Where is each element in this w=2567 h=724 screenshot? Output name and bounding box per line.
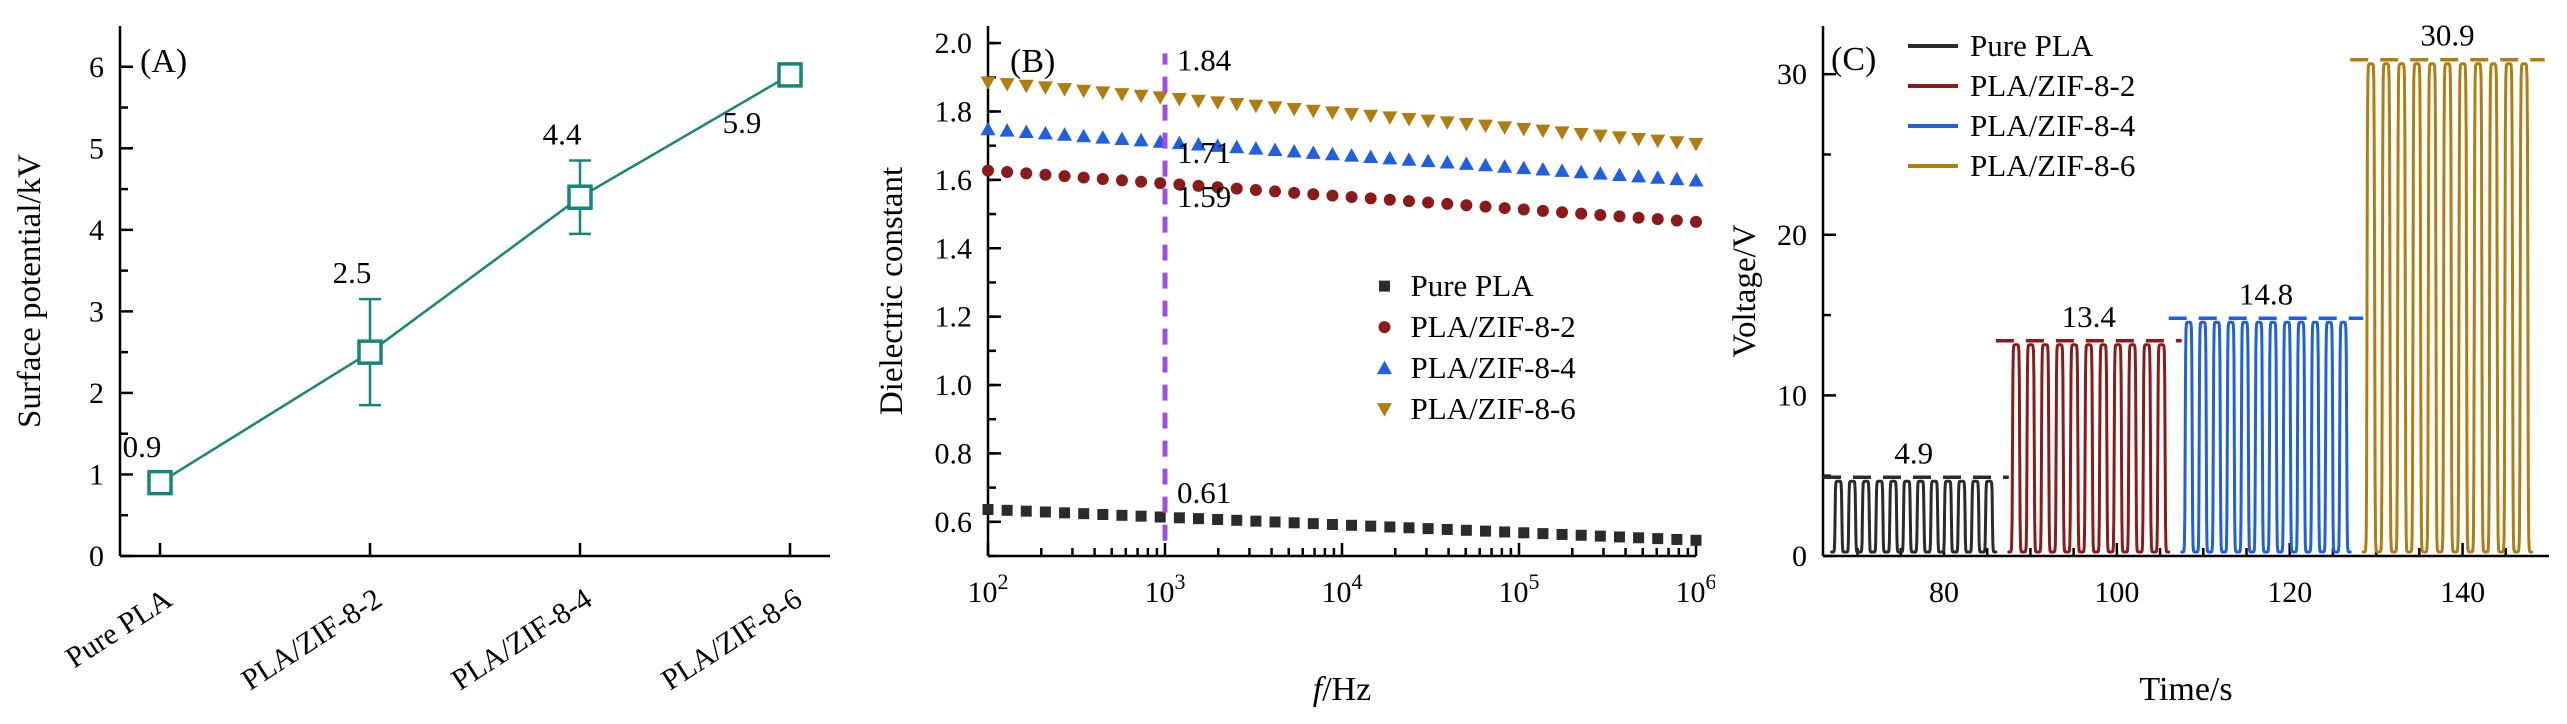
svg-text:(C): (C): [1831, 41, 1876, 78]
svg-text:0.8: 0.8: [935, 437, 973, 470]
panel-b-dielectric-constant: 0.6 0.8 1.0 1.2 1.4 1.6 1.8 2.0 102 103 104 105 106 f…: [860, 0, 1715, 724]
svg-text:10: 10: [1777, 379, 1807, 412]
svg-text:PLA/ZIF-8-2: PLA/ZIF-8-2: [1970, 68, 2135, 103]
svg-text:140: 140: [2440, 576, 2485, 609]
svg-text:80: 80: [1929, 576, 1959, 609]
svg-text:(A): (A): [140, 43, 187, 80]
legend: Pure PLA PLA/ZIF-8-2 PLA/ZIF-8-4 PLA/ZIF-8-…: [1376, 268, 1576, 426]
svg-text:4.4: 4.4: [543, 117, 582, 152]
svg-text:106: 106: [1676, 569, 1716, 609]
burst-pla-zif-8-4: [2168, 316, 2364, 554]
svg-text:6: 6: [89, 51, 104, 84]
svg-text:30.9: 30.9: [2420, 18, 2474, 53]
svg-text:f/Hz: f/Hz: [1313, 671, 1372, 708]
svg-text:Surface potential/kV: Surface potential/kV: [12, 154, 48, 428]
axes: [986, 26, 1698, 558]
panel-a-surface-potential: 0 1 2 3 4 5 6 Pure PLA PLA/ZIF-8-2 PLA/ZIF-8-4 PLA…: [0, 0, 860, 724]
svg-text:Pure PLA: Pure PLA: [1410, 268, 1534, 303]
svg-text:1.8: 1.8: [935, 95, 973, 128]
svg-text:1.0: 1.0: [935, 369, 973, 402]
svg-text:2.0: 2.0: [935, 27, 973, 60]
svg-text:3: 3: [89, 295, 104, 328]
svg-text:14.8: 14.8: [2239, 276, 2293, 311]
svg-text:102: 102: [968, 569, 1009, 609]
series-pla-zif-8-6: [980, 76, 1704, 152]
svg-text:120: 120: [2267, 576, 2312, 609]
svg-text:Pure PLA: Pure PLA: [1970, 28, 2094, 63]
series-pla-zif-8-4: [980, 121, 1704, 187]
burst-pla-zif-8-2: [1995, 339, 2182, 554]
svg-text:PLA/ZIF-8-2: PLA/ZIF-8-2: [236, 582, 388, 697]
svg-text:PLA/ZIF-8-6: PLA/ZIF-8-6: [656, 582, 808, 697]
svg-text:1.71: 1.71: [1177, 135, 1231, 170]
svg-text:Time/s: Time/s: [2139, 671, 2232, 708]
svg-text:4.9: 4.9: [1894, 435, 1933, 470]
burst-pla-zif-8-6: [2350, 57, 2545, 554]
svg-text:(B): (B): [1010, 43, 1055, 80]
svg-text:PLA/ZIF-8-4: PLA/ZIF-8-4: [1410, 350, 1576, 385]
svg-text:0.61: 0.61: [1177, 475, 1231, 510]
voltage-time-chart: 0 10 20 30 80 100 120 140 Time/s Voltage/V (C) 4.9 1…: [1727, 18, 2549, 708]
svg-text:30: 30: [1777, 58, 1807, 91]
svg-text:2: 2: [89, 377, 104, 410]
svg-text:1: 1: [89, 458, 104, 491]
svg-text:5.9: 5.9: [723, 105, 762, 140]
panel-c-voltage-time: 0 10 20 30 80 100 120 140 Time/s Voltage/V (C) 4.9 1…: [1715, 0, 2567, 724]
series-pla-zif-8-2: [982, 164, 1702, 228]
svg-text:PLA/ZIF-8-2: PLA/ZIF-8-2: [1410, 309, 1575, 344]
svg-text:0: 0: [89, 540, 104, 573]
svg-text:Pure PLA: Pure PLA: [60, 582, 178, 675]
svg-text:104: 104: [1322, 569, 1363, 609]
series-pure-pla: [982, 503, 1702, 546]
svg-text:Dielectric constant: Dielectric constant: [874, 167, 910, 415]
svg-text:0.9: 0.9: [123, 429, 162, 464]
surface-potential-chart: 0 1 2 3 4 5 6 Pure PLA PLA/ZIF-8-2 PLA/ZIF-8-4 PLA…: [12, 26, 830, 697]
dielectric-constant-chart: 0.6 0.8 1.0 1.2 1.4 1.6 1.8 2.0 102 103 104 105 106 f…: [874, 26, 1716, 708]
svg-text:100: 100: [2094, 576, 2139, 609]
svg-text:105: 105: [1499, 569, 1540, 609]
svg-text:0.6: 0.6: [935, 506, 973, 539]
svg-text:1.2: 1.2: [935, 301, 973, 334]
legend: Pure PLA PLA/ZIF-8-2 PLA/ZIF-8-4 PLA/ZIF-8-…: [1908, 28, 2136, 183]
svg-text:1.4: 1.4: [935, 232, 973, 265]
svg-text:PLA/ZIF-8-6: PLA/ZIF-8-6: [1970, 148, 2135, 183]
data-labels: 0.9 2.5 4.4 5.9: [123, 105, 762, 464]
series-surface-potential: [147, 62, 803, 496]
svg-text:PLA/ZIF-8-6: PLA/ZIF-8-6: [1410, 391, 1575, 426]
svg-text:2.5: 2.5: [333, 255, 372, 290]
svg-text:PLA/ZIF-8-4: PLA/ZIF-8-4: [1970, 108, 2136, 143]
svg-text:1.6: 1.6: [935, 164, 973, 197]
svg-text:Voltage/V: Voltage/V: [1727, 224, 1763, 357]
svg-text:PLA/ZIF-8-4: PLA/ZIF-8-4: [446, 582, 598, 697]
value-annotations: 1.84 1.71 1.59 0.61: [1177, 42, 1232, 510]
svg-text:4: 4: [89, 214, 104, 247]
svg-text:103: 103: [1145, 569, 1186, 609]
svg-text:1.84: 1.84: [1177, 42, 1232, 77]
axes: [118, 26, 830, 558]
svg-text:0: 0: [1792, 540, 1807, 573]
burst-pure-pla: [1823, 475, 2009, 554]
axes: [1821, 26, 2549, 558]
svg-text:1.59: 1.59: [1177, 179, 1231, 214]
svg-text:5: 5: [89, 132, 104, 165]
svg-text:13.4: 13.4: [2062, 299, 2117, 334]
svg-text:20: 20: [1777, 219, 1807, 252]
